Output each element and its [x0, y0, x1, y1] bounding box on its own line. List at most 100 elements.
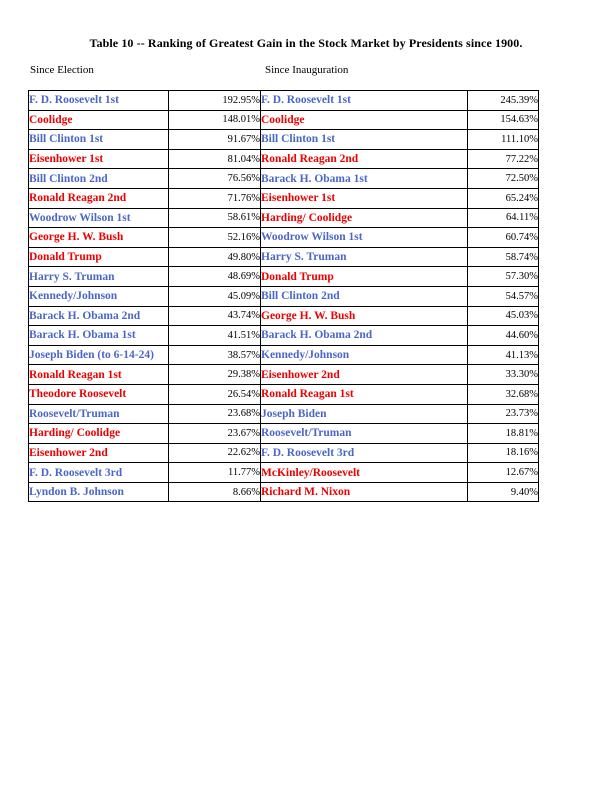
- table-row: F. D. Roosevelt 1st 192.95% F. D. Roosevel…: [28, 90, 539, 111]
- table-row: Lyndon B. Johnson 8.66% Richard M. Nixon 9.…: [28, 481, 539, 503]
- gain-value-cell-election: 91.67%: [168, 129, 261, 150]
- table-row: Barack H. Obama 2nd 43.74% George H. W. Bu…: [28, 305, 539, 327]
- gain-value-cell-election: 11.77%: [168, 462, 261, 483]
- president-name-cell-election: Eisenhower 1st: [28, 148, 169, 170]
- president-name-cell-election: Bill Clinton 2nd: [28, 168, 169, 189]
- president-name-cell-inauguration: F. D. Roosevelt 3rd: [260, 442, 468, 464]
- president-name-cell-inauguration: Donald Trump: [260, 266, 468, 287]
- table-row: Theodore Roosevelt 26.54% Ronald Reagan 1s…: [28, 383, 539, 405]
- gain-value-cell-election: 43.74%: [168, 305, 261, 327]
- table-row: Eisenhower 1st 81.04% Ronald Reagan 2nd 77.…: [28, 148, 539, 170]
- president-name-cell-election: Ronald Reagan 1st: [28, 364, 169, 385]
- gain-value-cell-election: 76.56%: [168, 168, 261, 189]
- president-name-cell-election: Kennedy/Johnson: [28, 285, 169, 307]
- gain-value-cell-inauguration: 64.11%: [467, 207, 539, 229]
- president-name-cell-inauguration: Ronald Reagan 2nd: [260, 148, 468, 170]
- table-row: Woodrow Wilson 1st 58.61% Harding/ Coolidg…: [28, 207, 539, 229]
- gain-value-cell-election: 81.04%: [168, 148, 261, 170]
- gain-value-cell-election: 49.80%: [168, 246, 261, 268]
- gain-value-cell-inauguration: 18.16%: [467, 442, 539, 464]
- gain-value-cell-election: 58.61%: [168, 207, 261, 229]
- gain-value-cell-election: 23.68%: [168, 403, 261, 425]
- table-row: Ronald Reagan 2nd 71.76% Eisenhower 1st 65.…: [28, 187, 539, 209]
- president-name-cell-inauguration: Harry S. Truman: [260, 246, 468, 268]
- president-name-cell-inauguration: Harding/ Coolidge: [260, 207, 468, 229]
- table-row: Harding/ Coolidge 23.67% Roosevelt/Truman 1…: [28, 423, 539, 444]
- president-name-cell-election: Eisenhower 2nd: [28, 442, 169, 464]
- president-name-cell-inauguration: Eisenhower 2nd: [260, 364, 468, 385]
- gain-value-cell-inauguration: 111.10%: [467, 129, 539, 150]
- president-name-cell-inauguration: Joseph Biden: [260, 403, 468, 425]
- president-name-cell-inauguration: F. D. Roosevelt 1st: [260, 90, 468, 111]
- table-row: George H. W. Bush 52.16% Woodrow Wilson 1s…: [28, 227, 539, 248]
- table-row: Joseph Biden (to 6-14-24) 38.57% Kennedy/J…: [28, 344, 539, 366]
- president-name-cell-inauguration: Richard M. Nixon: [260, 481, 468, 503]
- gain-value-cell-election: 29.38%: [168, 364, 261, 385]
- president-name-cell-inauguration: Woodrow Wilson 1st: [260, 227, 468, 248]
- gain-value-cell-inauguration: 12.67%: [467, 462, 539, 483]
- president-name-cell-election: Barack H. Obama 2nd: [28, 305, 169, 327]
- gain-value-cell-inauguration: 41.13%: [467, 344, 539, 366]
- column-header-since-election: Since Election: [30, 64, 94, 76]
- gain-value-cell-inauguration: 33.30%: [467, 364, 539, 385]
- gain-value-cell-election: 23.67%: [168, 423, 261, 444]
- president-name-cell-inauguration: Bill Clinton 1st: [260, 129, 468, 150]
- gain-value-cell-election: 48.69%: [168, 266, 261, 287]
- president-name-cell-election: F. D. Roosevelt 1st: [28, 90, 169, 111]
- gain-value-cell-election: 22.62%: [168, 442, 261, 464]
- president-name-cell-election: Woodrow Wilson 1st: [28, 207, 169, 229]
- president-name-cell-election: Lyndon B. Johnson: [28, 481, 169, 503]
- gain-value-cell-inauguration: 44.60%: [467, 325, 539, 346]
- gain-value-cell-inauguration: 32.68%: [467, 383, 539, 405]
- ranking-table: F. D. Roosevelt 1st 192.95% F. D. Roosevel…: [28, 90, 539, 503]
- table-row: Barack H. Obama 1st 41.51% Barack H. Obama…: [28, 325, 539, 346]
- president-name-cell-inauguration: Ronald Reagan 1st: [260, 383, 468, 405]
- president-name-cell-election: George H. W. Bush: [28, 227, 169, 248]
- table-row: Coolidge 148.01% Coolidge 154.63%: [28, 109, 539, 131]
- president-name-cell-inauguration: Eisenhower 1st: [260, 187, 468, 209]
- president-name-cell-election: Harry S. Truman: [28, 266, 169, 287]
- gain-value-cell-inauguration: 245.39%: [467, 90, 539, 111]
- table-row: Bill Clinton 2nd 76.56% Barack H. Obama 1s…: [28, 168, 539, 189]
- page-title: Table 10 -- Ranking of Greatest Gain in …: [89, 36, 523, 50]
- gain-value-cell-election: 192.95%: [168, 90, 261, 111]
- gain-value-cell-inauguration: 58.74%: [467, 246, 539, 268]
- gain-value-cell-election: 148.01%: [168, 109, 261, 131]
- gain-value-cell-election: 52.16%: [168, 227, 261, 248]
- table-row: F. D. Roosevelt 3rd 11.77% McKinley/Roosev…: [28, 462, 539, 483]
- president-name-cell-inauguration: Kennedy/Johnson: [260, 344, 468, 366]
- president-name-cell-election: Barack H. Obama 1st: [28, 325, 169, 346]
- president-name-cell-election: Roosevelt/Truman: [28, 403, 169, 425]
- gain-value-cell-election: 71.76%: [168, 187, 261, 209]
- gain-value-cell-inauguration: 23.73%: [467, 403, 539, 425]
- table-row: Eisenhower 2nd 22.62% F. D. Roosevelt 3rd 1…: [28, 442, 539, 464]
- table-row: Ronald Reagan 1st 29.38% Eisenhower 2nd 33.…: [28, 364, 539, 385]
- gain-value-cell-inauguration: 154.63%: [467, 109, 539, 131]
- gain-value-cell-election: 8.66%: [168, 481, 261, 503]
- table-row: Roosevelt/Truman 23.68% Joseph Biden 23.73%: [28, 403, 539, 425]
- gain-value-cell-inauguration: 45.03%: [467, 305, 539, 327]
- gain-value-cell-election: 41.51%: [168, 325, 261, 346]
- gain-value-cell-inauguration: 65.24%: [467, 187, 539, 209]
- gain-value-cell-inauguration: 77.22%: [467, 148, 539, 170]
- ranking-table-body: F. D. Roosevelt 1st 192.95% F. D. Roosevel…: [28, 90, 539, 503]
- president-name-cell-inauguration: Coolidge: [260, 109, 468, 131]
- table-row: Kennedy/Johnson 45.09% Bill Clinton 2nd 54.…: [28, 285, 539, 307]
- president-name-cell-inauguration: McKinley/Roosevelt: [260, 462, 468, 483]
- president-name-cell-election: Donald Trump: [28, 246, 169, 268]
- president-name-cell-inauguration: George H. W. Bush: [260, 305, 468, 327]
- president-name-cell-inauguration: Bill Clinton 2nd: [260, 285, 468, 307]
- table-row: Harry S. Truman 48.69% Donald Trump 57.30%: [28, 266, 539, 287]
- gain-value-cell-inauguration: 60.74%: [467, 227, 539, 248]
- gain-value-cell-election: 45.09%: [168, 285, 261, 307]
- gain-value-cell-inauguration: 9.40%: [467, 481, 539, 503]
- gain-value-cell-inauguration: 18.81%: [467, 423, 539, 444]
- president-name-cell-inauguration: Barack H. Obama 1st: [260, 168, 468, 189]
- president-name-cell-election: Joseph Biden (to 6-14-24): [28, 344, 169, 366]
- gain-value-cell-inauguration: 54.57%: [467, 285, 539, 307]
- president-name-cell-election: Coolidge: [28, 109, 169, 131]
- column-header-since-inauguration: Since Inauguration: [265, 64, 349, 76]
- president-name-cell-election: Ronald Reagan 2nd: [28, 187, 169, 209]
- president-name-cell-inauguration: Barack H. Obama 2nd: [260, 325, 468, 346]
